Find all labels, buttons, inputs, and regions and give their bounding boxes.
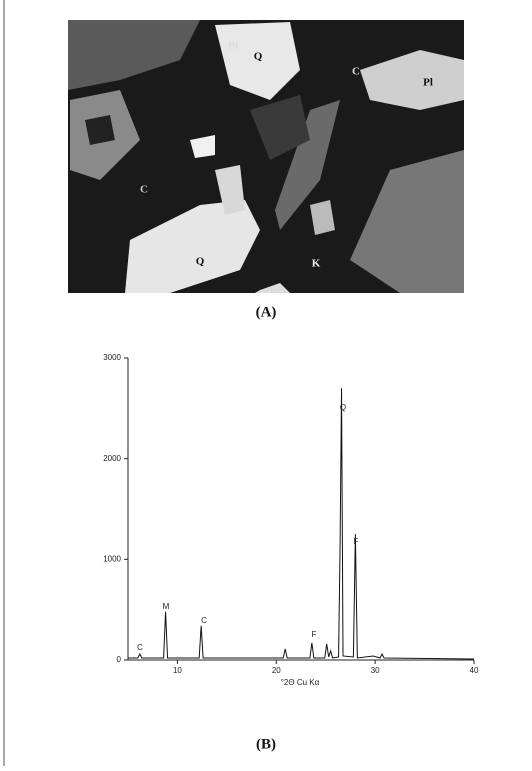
mineral-label: Q bbox=[254, 51, 263, 63]
x-tick-label: 20 bbox=[272, 666, 281, 675]
mineral-label: C bbox=[352, 66, 360, 78]
mineral-label: Q bbox=[196, 256, 205, 268]
y-tick-label: 3000 bbox=[103, 353, 121, 362]
peak-label: C bbox=[137, 643, 143, 652]
x-axis-label: °2Θ Cu Kα bbox=[281, 678, 320, 687]
peak-label: F bbox=[354, 537, 359, 546]
x-tick-label: 10 bbox=[173, 666, 182, 675]
x-tick-label: 30 bbox=[371, 666, 380, 675]
micrograph bbox=[68, 20, 464, 293]
y-tick-label: 0 bbox=[117, 655, 122, 664]
x-tick-label: 40 bbox=[470, 666, 479, 675]
mineral-label: K bbox=[312, 258, 321, 270]
xrd-pattern bbox=[128, 388, 475, 660]
peak-label: M bbox=[163, 602, 170, 611]
mineral-label: Bi bbox=[228, 40, 238, 52]
mineral-label: C bbox=[140, 184, 148, 196]
figure-caption: (A) bbox=[256, 304, 277, 320]
y-tick-label: 2000 bbox=[103, 454, 121, 463]
mineral-label: Pl bbox=[423, 77, 433, 89]
peak-label: C bbox=[201, 616, 207, 625]
peak-label: Q bbox=[340, 403, 346, 412]
chart-caption: (B) bbox=[256, 736, 276, 752]
y-tick-label: 1000 bbox=[103, 554, 121, 563]
peak-label: F bbox=[312, 630, 317, 639]
